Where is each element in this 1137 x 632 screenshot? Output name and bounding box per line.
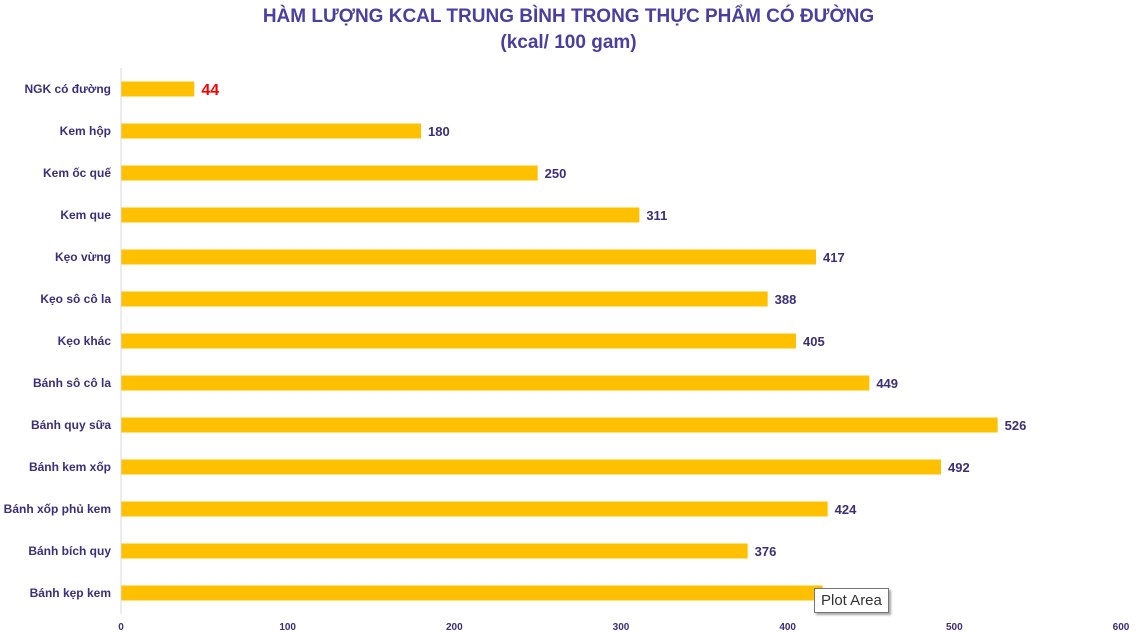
value-label: 250 <box>545 166 567 181</box>
category-label: Kẹo khác <box>58 334 112 348</box>
category-label: Kẹo sô cô la <box>40 292 111 306</box>
bar <box>121 417 998 433</box>
bar <box>121 459 941 475</box>
bar <box>121 543 748 559</box>
bar <box>121 333 796 349</box>
category-label: Kem que <box>60 208 111 222</box>
category-label: NGK có đường <box>24 82 111 96</box>
category-labels: NGK có đường Kem hộp Kem ốc quế Kem que Kẹo … <box>4 82 112 600</box>
value-label: 449 <box>876 376 898 391</box>
x-tick-label: 600 <box>1113 622 1130 632</box>
bar <box>121 585 823 601</box>
bar <box>121 291 768 307</box>
x-axis: 0 100 200 300 400 500 600 <box>118 68 1130 632</box>
category-label: Bánh quy sữa <box>31 418 111 432</box>
chart-title: HÀM LƯỢNG KCAL TRUNG BÌNH TRONG THỰC PHẨ… <box>0 4 1137 56</box>
bar <box>121 249 816 265</box>
x-tick-label: 200 <box>446 622 463 632</box>
category-label: Bánh bích quy <box>28 544 111 558</box>
category-label: Bánh kem xốp <box>29 460 111 474</box>
value-label: 424 <box>835 502 857 517</box>
x-tick-label: 0 <box>118 622 124 632</box>
value-label: 311 <box>646 208 667 223</box>
value-label: 180 <box>428 124 450 139</box>
value-label: 388 <box>775 292 797 307</box>
value-label: 44 <box>201 82 219 99</box>
bar <box>121 375 870 391</box>
category-label: Kẹo vừng <box>55 250 111 264</box>
category-label: Bánh xốp phủ kem <box>4 502 111 516</box>
bars-group <box>121 81 998 601</box>
chart-subtitle: (kcal/ 100 gam) <box>500 32 637 53</box>
value-label: 376 <box>755 544 777 559</box>
x-tick-label: 100 <box>279 622 296 632</box>
category-label: Kem hộp <box>60 124 111 138</box>
x-tick-label: 300 <box>613 622 630 632</box>
category-label: Kem ốc quế <box>43 166 111 180</box>
category-label: Bánh sô cô la <box>33 376 111 390</box>
bar <box>121 165 538 181</box>
x-tick-label: 500 <box>946 622 963 632</box>
x-tick-label: 400 <box>779 622 796 632</box>
value-label: 417 <box>823 250 845 265</box>
value-label: 405 <box>803 334 825 349</box>
bar <box>121 123 421 139</box>
bar <box>121 501 828 517</box>
plot-area-tooltip: Plot Area <box>814 588 889 613</box>
bar <box>121 81 195 97</box>
chart-title-main: HÀM LƯỢNG KCAL TRUNG BÌNH TRONG THỰC PHẨ… <box>262 6 875 27</box>
value-label: 492 <box>948 460 970 475</box>
value-label: 526 <box>1005 418 1027 433</box>
value-labels: 44 180 250 311 417 388 405 449 526 492 424 376 <box>201 82 1026 559</box>
category-label: Bánh kẹp kem <box>30 586 111 600</box>
bar <box>121 207 640 223</box>
